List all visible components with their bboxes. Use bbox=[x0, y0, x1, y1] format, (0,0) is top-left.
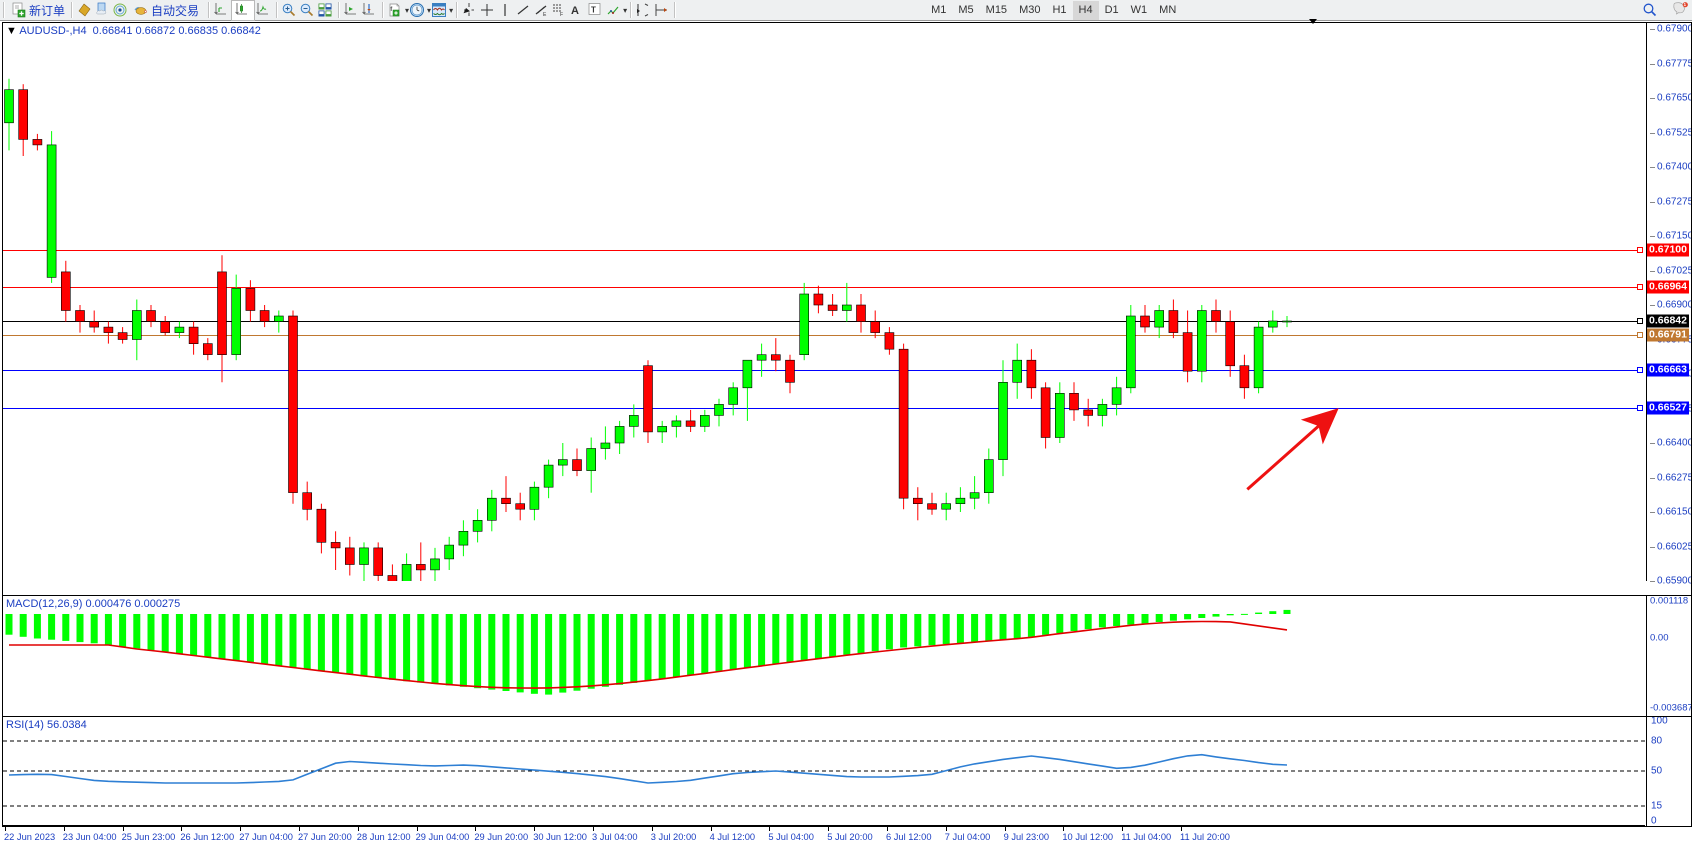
svg-text:A: A bbox=[571, 5, 579, 17]
svg-text:E: E bbox=[543, 12, 547, 18]
svg-text:F: F bbox=[560, 12, 563, 18]
svg-text:T: T bbox=[591, 6, 596, 15]
